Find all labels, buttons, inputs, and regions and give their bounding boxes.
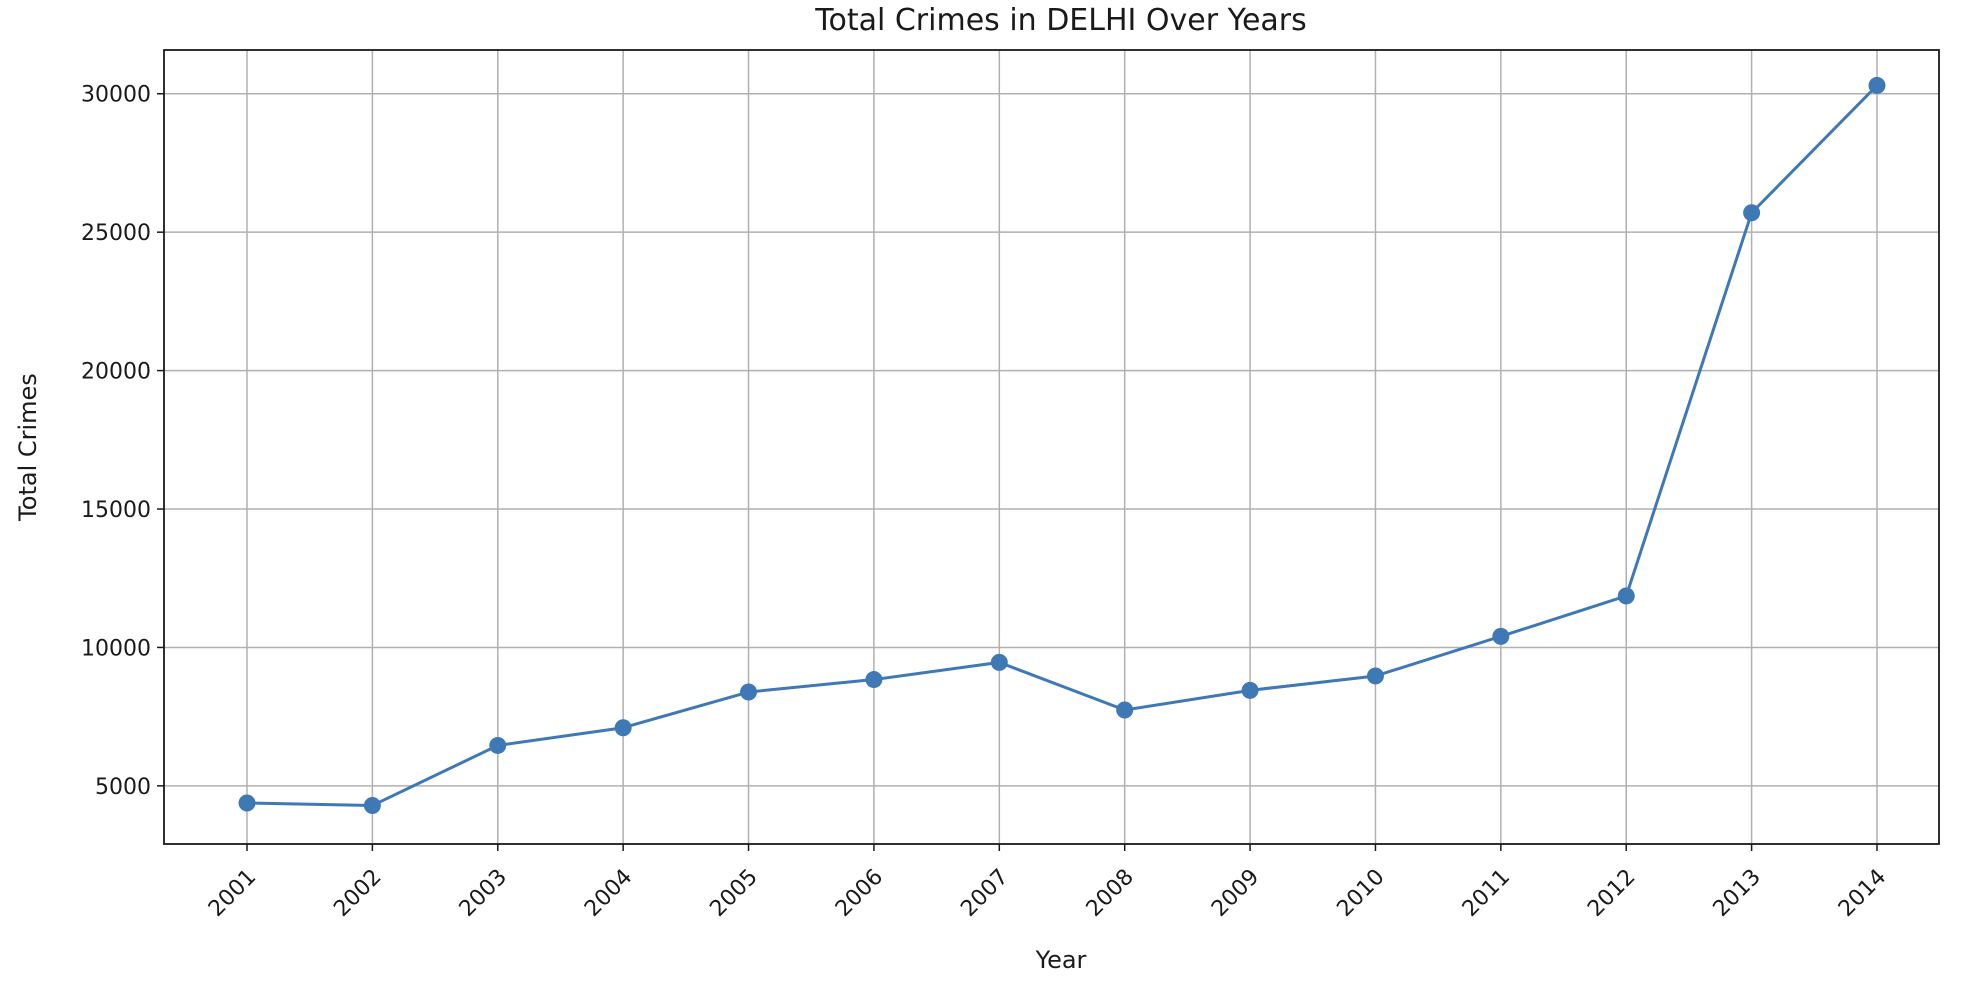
x-tick-label: 2002 xyxy=(329,865,386,922)
x-tick-label: 2008 xyxy=(1082,865,1139,922)
y-tick-label: 20000 xyxy=(81,360,151,385)
x-tick-label: 2013 xyxy=(1709,865,1766,922)
y-tick-label: 5000 xyxy=(95,775,151,800)
plot-frame xyxy=(163,49,1940,845)
data-point xyxy=(990,653,1008,671)
x-tick-label: 2012 xyxy=(1583,865,1640,922)
y-tick-label: 15000 xyxy=(81,498,151,523)
data-point xyxy=(489,736,507,754)
axis-ticks: 2001 2002 2003 2004 2005 2006 2007 2008 2009 2010… xyxy=(81,83,1891,922)
data-point xyxy=(1116,701,1134,719)
x-tick-label: 2001 xyxy=(204,865,261,922)
data-point xyxy=(865,671,883,689)
y-tick-label: 10000 xyxy=(81,636,151,661)
data-point xyxy=(238,794,256,812)
x-axis-label: Year xyxy=(1035,946,1087,974)
y-tick-label: 25000 xyxy=(81,221,151,246)
x-tick-label: 2004 xyxy=(580,865,637,922)
chart-title: Total Crimes in DELHI Over Years xyxy=(814,3,1307,38)
data-point xyxy=(1241,681,1259,699)
data-point xyxy=(363,797,381,815)
data-point xyxy=(1743,204,1761,222)
y-tick-label: 30000 xyxy=(81,83,151,108)
data-point xyxy=(614,719,632,737)
x-tick-label: 2003 xyxy=(455,865,512,922)
y-axis-label: Total Crimes xyxy=(14,373,42,522)
x-tick-label: 2007 xyxy=(956,865,1013,922)
x-tick-label: 2009 xyxy=(1207,865,1264,922)
data-point xyxy=(1366,667,1384,685)
data-point xyxy=(740,683,758,701)
x-tick-label: 2014 xyxy=(1834,865,1891,922)
x-tick-label: 2006 xyxy=(831,865,888,922)
data-point xyxy=(1617,587,1635,605)
x-tick-label: 2010 xyxy=(1332,865,1389,922)
data-point xyxy=(1868,76,1886,94)
x-tick-label: 2005 xyxy=(706,865,763,922)
data-point xyxy=(1492,627,1510,645)
grid xyxy=(164,50,1939,844)
x-tick-label: 2011 xyxy=(1458,865,1515,922)
series-line xyxy=(246,84,1879,808)
series-layer xyxy=(238,76,1886,815)
